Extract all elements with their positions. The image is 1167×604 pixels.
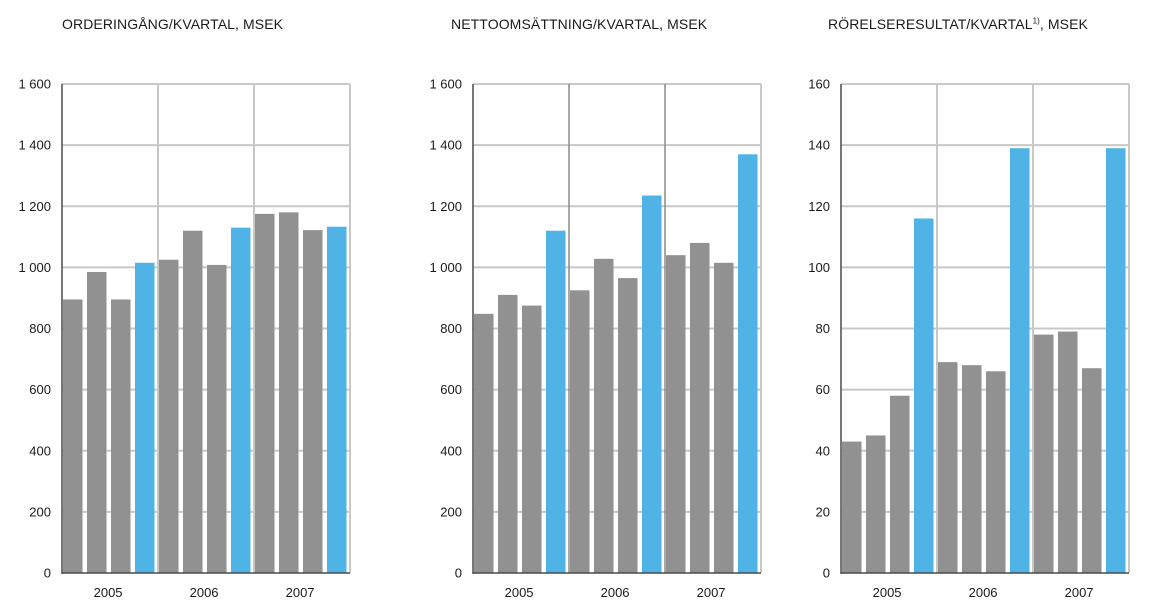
y-tick-label: 1 200: [18, 199, 51, 214]
bar-highlight: [1010, 148, 1030, 573]
bar: [714, 262, 734, 573]
y-tick-label: 80: [816, 321, 830, 336]
bar-highlight: [546, 230, 566, 573]
bar: [1034, 334, 1054, 573]
bar: [303, 230, 323, 573]
bar-highlight: [231, 227, 251, 574]
y-tick-label: 120: [808, 199, 830, 214]
y-tick-label: 160: [808, 77, 830, 92]
y-tick-label: 800: [29, 321, 51, 336]
x-tick-label: 2007: [1065, 585, 1094, 600]
chart-panel-operating-result: RÖRELSERESULTAT/KVARTAL1), MSEK 0 20 40 60 8…: [808, 0, 1167, 604]
y-tick-label: 20: [816, 504, 830, 519]
chart-title-suffix: , MSEK: [1039, 16, 1088, 32]
bar: [986, 371, 1006, 573]
y-tick-label: 400: [440, 443, 462, 458]
y-tick-label: 200: [440, 504, 462, 519]
bar: [570, 290, 590, 573]
bar: [87, 271, 107, 573]
bar: [690, 242, 710, 574]
bar: [594, 258, 614, 573]
y-tick-label: 200: [29, 504, 51, 519]
bar: [255, 213, 275, 573]
chart-title-text: NETTOOMSÄTTNING/KVARTAL, MSEK: [451, 16, 708, 32]
x-tick-label: 2007: [286, 585, 315, 600]
y-tick-label: 0: [44, 566, 51, 581]
chart-title-footnote: 1): [1032, 16, 1040, 26]
bar: [159, 259, 179, 573]
y-tick-label: 600: [29, 382, 51, 397]
y-tick-label: 0: [823, 566, 830, 581]
y-tick-label: 800: [440, 321, 462, 336]
bar: [842, 441, 862, 573]
bar-highlight: [327, 226, 347, 573]
bar: [618, 278, 638, 573]
bar: [962, 365, 982, 573]
chart-title: RÖRELSERESULTAT/KVARTAL1), MSEK: [828, 16, 1088, 32]
y-tick-label: 1 000: [18, 260, 51, 275]
bar: [207, 264, 227, 573]
x-tick-label: 2006: [601, 585, 630, 600]
bar-highlight: [1106, 148, 1126, 573]
y-tick-label: 40: [816, 443, 830, 458]
chart-panel-orders: ORDERINGÅNG/KVARTAL, MSEK 0 200 400 600 800 1…: [8, 0, 368, 604]
bar-highlight: [642, 195, 662, 573]
bar: [890, 395, 910, 573]
y-tick-label: 1 600: [429, 77, 462, 92]
y-tick-label: 1 200: [429, 199, 462, 214]
y-tick-label: 1 400: [18, 138, 51, 153]
y-tick-label: 140: [808, 138, 830, 153]
bar: [666, 255, 686, 573]
x-tick-label: 2006: [190, 585, 219, 600]
y-tick-label: 600: [440, 382, 462, 397]
x-tick-label: 2005: [94, 585, 123, 600]
y-tick-label: 1 400: [429, 138, 462, 153]
x-tick-label: 2005: [873, 585, 902, 600]
bar-highlight: [914, 218, 934, 573]
bar: [938, 362, 958, 573]
bar: [1058, 331, 1078, 573]
y-tick-label: 1 600: [18, 77, 51, 92]
chart-title-text: RÖRELSERESULTAT/KVARTAL: [828, 16, 1033, 32]
y-tick-label: 60: [816, 382, 830, 397]
y-tick-label: 0: [455, 566, 462, 581]
bar: [1082, 368, 1102, 573]
chart-panel-net-sales: NETTOOMSÄTTNING/KVARTAL, MSEK 0 200 400 600…: [418, 0, 778, 604]
operating-result-chart-svg: 0 20 40 60 80 100 120 140 160 2005 2006 2007: [808, 77, 1130, 600]
bar: [183, 230, 203, 573]
chart-title-text: ORDERINGÅNG/KVARTAL, MSEK: [62, 16, 284, 32]
bar: [63, 299, 83, 573]
y-tick-label: 100: [808, 260, 830, 275]
bar: [866, 435, 886, 573]
bar: [474, 313, 494, 573]
net-sales-chart-svg: 0 200 400 600 800 1 000 1 200 1 400 1 600 2005 200…: [429, 77, 762, 600]
bar-highlight: [738, 154, 758, 573]
y-tick-label: 400: [29, 443, 51, 458]
bar: [522, 305, 542, 573]
bar-highlight: [135, 262, 155, 573]
orders-chart-svg: 0 200 400 600 800 1 000 1 200 1 400 1 600 2005 200…: [18, 77, 351, 600]
x-tick-label: 2007: [697, 585, 726, 600]
y-tick-label: 1 000: [429, 260, 462, 275]
chart-title: ORDERINGÅNG/KVARTAL, MSEK: [62, 16, 283, 32]
x-tick-label: 2005: [505, 585, 534, 600]
bar: [498, 294, 518, 573]
bar: [111, 299, 131, 573]
x-tick-label: 2006: [969, 585, 998, 600]
chart-title: NETTOOMSÄTTNING/KVARTAL, MSEK: [451, 16, 707, 32]
bar: [279, 212, 299, 574]
